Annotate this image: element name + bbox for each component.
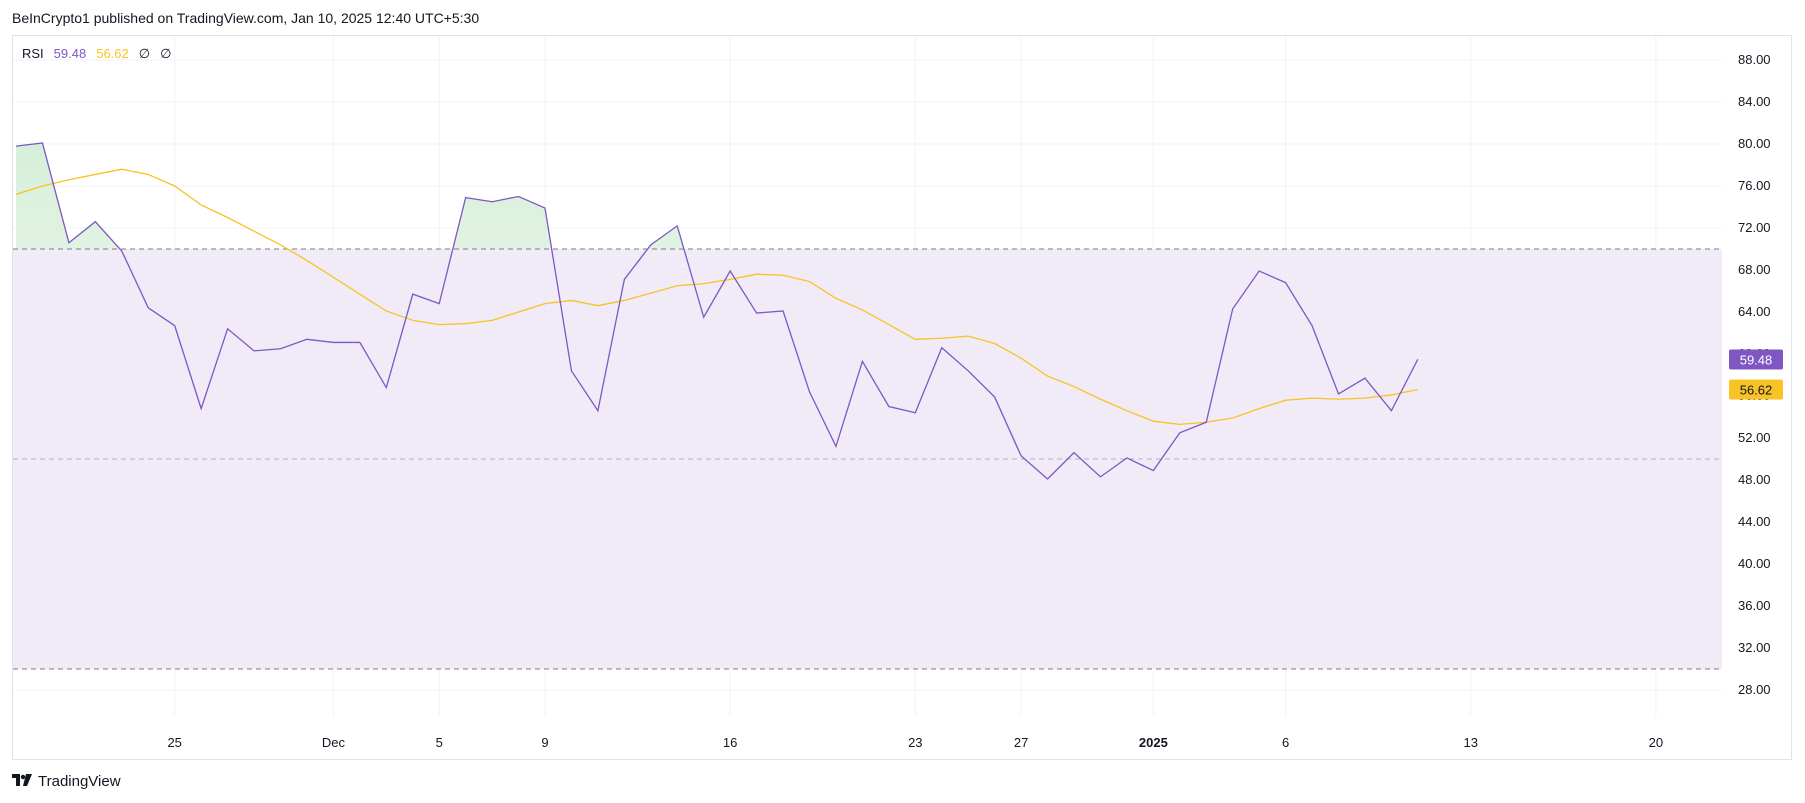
x-axis-tick-label: 27	[1014, 735, 1028, 750]
y-axis-tick-label: 40.00	[1738, 556, 1771, 571]
y-axis-tick-label: 68.00	[1738, 262, 1771, 277]
publish-header: BeInCrypto1 published on TradingView.com…	[12, 10, 480, 26]
chart-frame[interactable]	[12, 35, 1792, 760]
footer-brand-text: TradingView	[38, 773, 121, 790]
x-axis-tick-label: 25	[167, 735, 181, 750]
rsi-series-line	[15, 142, 1419, 480]
indicator-legend[interactable]: RSI 59.48 56.62 ∅ ∅	[22, 46, 171, 62]
y-axis-tick-label: 88.00	[1738, 52, 1771, 67]
y-axis-tick-label: 52.00	[1738, 430, 1771, 445]
x-axis-tick-label: 16	[723, 735, 737, 750]
x-axis-tick-label: 6	[1282, 735, 1289, 750]
y-axis-tick-label: 64.00	[1738, 304, 1771, 319]
x-axis-tick-label: 9	[541, 735, 548, 750]
y-axis-tick-label: 72.00	[1738, 220, 1771, 235]
x-axis-tick-label: 23	[908, 735, 922, 750]
y-axis-tick-label: 44.00	[1738, 514, 1771, 529]
tradingview-logo-icon	[12, 773, 32, 790]
legend-na-value-1: ∅	[138, 46, 151, 61]
y-axis-tick-label: 36.00	[1738, 598, 1771, 613]
rsi-last-value-label: 59.48	[1740, 352, 1773, 367]
legend-rsi-value: 59.48	[53, 46, 87, 61]
legend-na-value-2: ∅	[160, 46, 172, 61]
y-axis-tick-label: 76.00	[1738, 178, 1771, 193]
y-axis-tick-label: 84.00	[1738, 94, 1771, 109]
y-axis-tick-label: 48.00	[1738, 472, 1771, 487]
footer-branding[interactable]: TradingView	[12, 773, 121, 790]
y-axis-tick-label: 28.00	[1738, 682, 1771, 697]
ma-series-line	[15, 168, 1418, 426]
legend-ma-value: 56.62	[96, 46, 129, 61]
ma-last-value-badge	[1729, 379, 1783, 400]
rsi-last-value-badge	[1729, 349, 1783, 370]
x-axis-tick-label: 20	[1649, 735, 1663, 750]
x-axis-tick-label: Dec	[322, 735, 346, 750]
x-axis-tick-label: 13	[1464, 735, 1478, 750]
x-axis-tick-label: 5	[436, 735, 443, 750]
y-axis-tick-label: 80.00	[1738, 136, 1771, 151]
ma-last-value-label: 56.62	[1740, 382, 1773, 397]
x-axis-tick-label: 2025	[1139, 735, 1168, 750]
y-axis-tick-label: 32.00	[1738, 640, 1771, 655]
legend-indicator-name[interactable]: RSI	[22, 46, 44, 61]
